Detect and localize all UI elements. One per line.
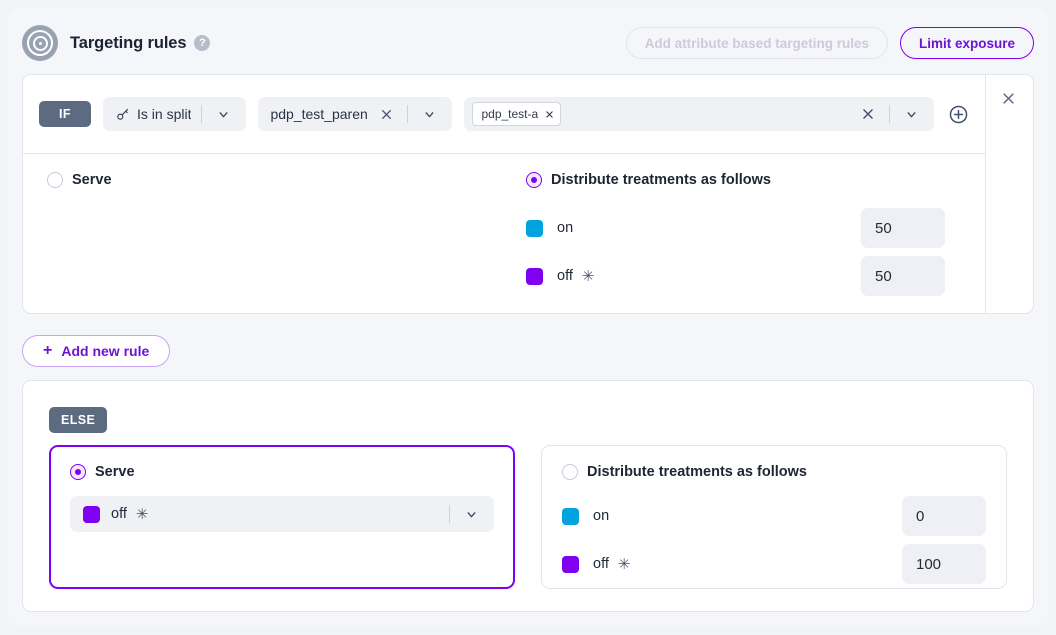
- treatment-name: off: [593, 556, 609, 572]
- divider: [407, 105, 409, 123]
- treatment-row: on: [562, 492, 986, 540]
- else-badge-wrap: ELSE: [49, 407, 108, 433]
- chevron-down-icon[interactable]: [460, 503, 482, 525]
- else-serve-panel[interactable]: Serve off ✳: [49, 445, 515, 589]
- page-title: Targeting rules: [70, 33, 187, 52]
- treatment-name: on: [593, 508, 610, 524]
- treatment-percent-input[interactable]: [861, 208, 945, 248]
- default-treatment-icon: ✳: [135, 505, 149, 523]
- default-treatment-icon: ✳: [617, 555, 631, 573]
- divider: [889, 105, 890, 123]
- rule-operator-label: Is in split: [137, 106, 192, 122]
- else-distribute-radio[interactable]: [562, 464, 578, 480]
- else-serve-treatment-select[interactable]: off ✳: [70, 496, 494, 532]
- rule-treatment-list: on off ✳: [526, 204, 985, 300]
- chevron-down-icon[interactable]: [900, 103, 922, 125]
- rule-distribute-radio[interactable]: [526, 172, 542, 188]
- target-icon: [22, 25, 58, 61]
- treatment-color-swatch: [562, 507, 579, 525]
- rule-card-aside: [985, 75, 1033, 313]
- limit-exposure-button[interactable]: Limit exposure: [899, 27, 1034, 59]
- else-rule-card: ELSE Serve off ✳: [22, 380, 1034, 612]
- selected-treatment-name: off: [111, 506, 127, 522]
- close-icon[interactable]: [375, 103, 397, 125]
- treatment-row: on: [526, 204, 985, 252]
- chevron-down-icon[interactable]: [212, 103, 234, 125]
- help-circle-icon[interactable]: ?: [194, 35, 211, 51]
- close-icon[interactable]: [857, 103, 879, 125]
- else-treatment-list: on off ✳: [562, 492, 986, 588]
- rule-card-body: IF Is in split: [23, 75, 986, 313]
- treatment-color-swatch: [562, 555, 579, 573]
- treatment-color-swatch: [526, 267, 543, 285]
- else-serve-radio[interactable]: [70, 464, 86, 480]
- rule-operator-field[interactable]: Is in split: [103, 97, 247, 131]
- else-badge: ELSE: [49, 407, 108, 433]
- else-options-grid: Serve off ✳ Distribute treatment: [49, 445, 1007, 589]
- rule-serve-label: Serve: [72, 172, 112, 188]
- rule-condition-row: IF Is in split: [23, 75, 985, 154]
- value-tag[interactable]: pdp_test-a: [472, 102, 562, 126]
- close-icon[interactable]: [545, 110, 554, 119]
- divider: [449, 505, 450, 523]
- close-icon[interactable]: [1001, 91, 1017, 107]
- else-distribute-radio-row[interactable]: Distribute treatments as follows: [562, 464, 986, 480]
- divider: [201, 105, 203, 123]
- treatment-color-swatch: [526, 219, 543, 237]
- rule-split-field[interactable]: pdp_test_paren: [258, 97, 453, 131]
- rule-serve-column: Serve: [23, 154, 516, 313]
- rule-distribute-radio-row[interactable]: Distribute treatments as follows: [526, 172, 985, 188]
- else-distribute-label: Distribute treatments as follows: [587, 464, 807, 480]
- treatment-percent-input[interactable]: [902, 496, 986, 536]
- treatment-percent-input[interactable]: [861, 256, 945, 296]
- add-attribute-targeting-rules-button[interactable]: Add attribute based targeting rules: [625, 27, 888, 59]
- if-badge: IF: [39, 101, 91, 127]
- key-icon: [115, 107, 130, 122]
- panel-header: Targeting rules ? Add attribute based ta…: [22, 22, 1034, 64]
- add-new-rule-button[interactable]: + Add new rule: [22, 335, 171, 367]
- value-tag-label: pdp_test-a: [481, 107, 539, 121]
- else-serve-radio-row[interactable]: Serve: [70, 464, 494, 480]
- rule-distribute-column: Distribute treatments as follows on off: [516, 154, 985, 313]
- rule-values-field[interactable]: pdp_test-a: [464, 97, 934, 131]
- targeting-rules-panel: Targeting rules ? Add attribute based ta…: [8, 8, 1048, 627]
- treatment-name: on: [557, 220, 574, 236]
- treatment-percent-input[interactable]: [902, 544, 986, 584]
- plus-circle-icon[interactable]: [948, 104, 969, 125]
- rule-serve-radio[interactable]: [47, 172, 63, 188]
- else-distribute-panel[interactable]: Distribute treatments as follows on off …: [541, 445, 1007, 589]
- default-treatment-icon: ✳: [581, 267, 595, 285]
- plus-icon: +: [43, 342, 53, 359]
- treatment-color-swatch: [83, 505, 100, 523]
- add-new-rule-label: Add new rule: [61, 343, 150, 359]
- else-serve-label: Serve: [95, 464, 135, 480]
- rule-serve-radio-row[interactable]: Serve: [47, 172, 516, 188]
- treatment-row: off ✳: [526, 252, 985, 300]
- chevron-down-icon[interactable]: [418, 103, 440, 125]
- rule-split-value: pdp_test_paren: [270, 106, 368, 122]
- rule-treatments-area: Serve Distribute treatments as follows o…: [23, 154, 985, 313]
- treatment-row: off ✳: [562, 540, 986, 588]
- treatment-name: off: [557, 268, 573, 284]
- rule-distribute-label: Distribute treatments as follows: [551, 172, 771, 188]
- targeting-rule-card: IF Is in split: [22, 74, 1034, 314]
